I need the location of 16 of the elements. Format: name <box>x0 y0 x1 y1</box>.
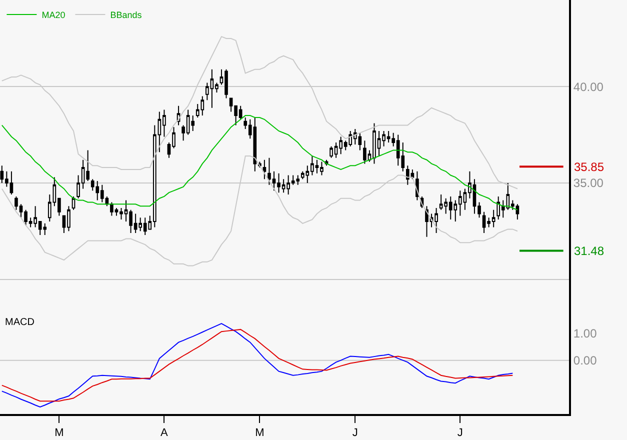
y-tick-label: 1.00 <box>573 326 598 341</box>
ref-line-label: 35.85 <box>574 160 604 174</box>
ref-line-label: 31.48 <box>574 244 604 258</box>
y-tick-label: 40.00 <box>573 80 604 94</box>
y-tick-label: 35.00 <box>573 176 604 190</box>
candlestick <box>262 159 266 180</box>
legend-label: MA20 <box>42 10 66 20</box>
x-tick-label: J <box>352 427 358 440</box>
x-tick-label: A <box>160 427 169 440</box>
x-tick-label: J <box>457 427 463 440</box>
text: MACD <box>5 317 34 328</box>
legend-label: BBands <box>110 10 142 20</box>
x-tick-label: M <box>54 427 64 440</box>
line-series <box>1 115 518 210</box>
x-tick-label: M <box>255 427 264 440</box>
y-tick-label: 0.00 <box>573 354 598 368</box>
